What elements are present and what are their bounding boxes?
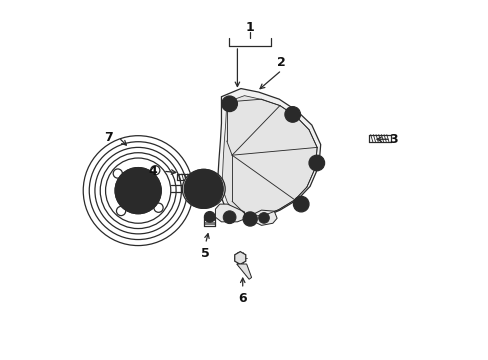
Text: 1: 1 <box>245 21 254 34</box>
Text: 2: 2 <box>277 56 285 69</box>
Text: 5: 5 <box>201 247 209 260</box>
Polygon shape <box>222 96 317 217</box>
Circle shape <box>115 168 161 214</box>
Text: 6: 6 <box>238 292 246 305</box>
Text: 3: 3 <box>388 133 397 146</box>
Circle shape <box>204 212 215 222</box>
Ellipse shape <box>182 169 224 208</box>
Text: 4: 4 <box>148 165 156 177</box>
Circle shape <box>293 196 308 212</box>
Polygon shape <box>215 204 244 222</box>
Text: 7: 7 <box>103 131 112 144</box>
Circle shape <box>243 212 257 226</box>
Circle shape <box>258 213 269 223</box>
Circle shape <box>184 169 223 208</box>
Circle shape <box>223 211 236 224</box>
Polygon shape <box>218 89 320 219</box>
Circle shape <box>285 107 300 122</box>
Circle shape <box>196 181 211 197</box>
Polygon shape <box>236 264 251 279</box>
Circle shape <box>190 175 217 202</box>
Polygon shape <box>254 210 277 225</box>
Circle shape <box>222 96 237 112</box>
Polygon shape <box>234 252 245 264</box>
Circle shape <box>308 155 324 171</box>
